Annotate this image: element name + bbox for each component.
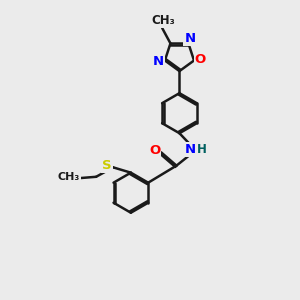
Text: CH₃: CH₃: [151, 14, 175, 27]
Text: N: N: [184, 32, 196, 45]
Text: O: O: [149, 144, 160, 158]
Text: H: H: [196, 142, 206, 156]
Text: N: N: [153, 55, 164, 68]
Text: S: S: [102, 158, 112, 172]
Text: N: N: [185, 143, 196, 156]
Text: O: O: [195, 53, 206, 66]
Text: CH₃: CH₃: [58, 172, 80, 182]
